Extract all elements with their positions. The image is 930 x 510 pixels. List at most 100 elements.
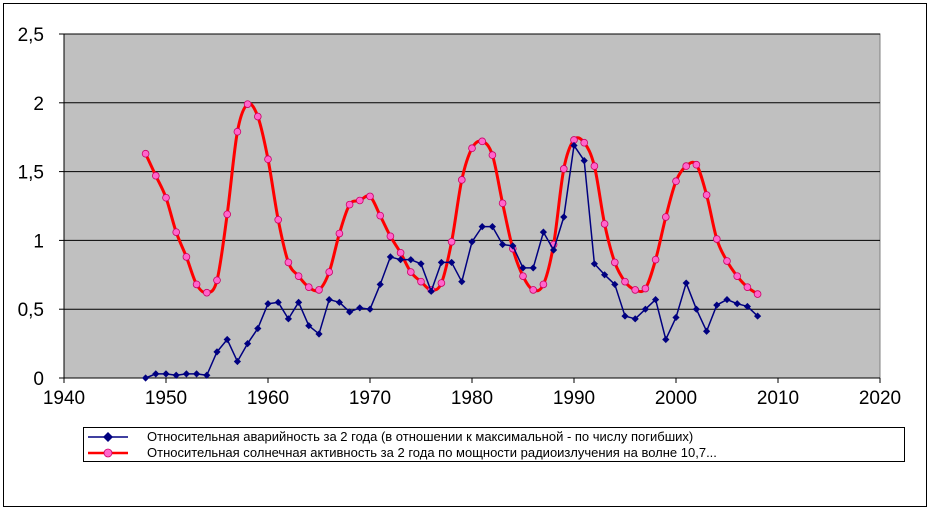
- data-point-accidents: [346, 308, 354, 316]
- data-point-solar: [406, 268, 415, 276]
- data-point-solar: [386, 232, 395, 241]
- data-point-solar: [519, 272, 527, 280]
- data-point-accidents: [417, 260, 425, 268]
- data-point-accidents: [233, 357, 241, 366]
- data-point-accidents: [376, 280, 384, 289]
- data-point-accidents: [386, 253, 394, 261]
- chart-legend: Относительная аварийность за 2 года (в о…: [83, 427, 905, 462]
- data-point-solar: [610, 258, 619, 267]
- data-point-accidents: [182, 370, 190, 378]
- data-point-accidents: [499, 240, 507, 249]
- data-point-solar: [335, 229, 344, 238]
- legend-label-solar: Относительная солнечная активность за 2 …: [147, 445, 717, 460]
- y-axis-ticks: 0 0,5 1 1,5 2 2,5: [18, 25, 64, 390]
- data-point-accidents: [662, 335, 670, 344]
- data-point-accidents: [142, 374, 150, 382]
- data-point-solar: [539, 280, 548, 289]
- data-point-accidents: [621, 312, 629, 320]
- data-point-solar: [478, 137, 487, 146]
- data-point-solar: [447, 237, 456, 246]
- data-point-accidents: [652, 295, 660, 304]
- data-point-solar: [498, 199, 507, 208]
- data-point-accidents: [356, 304, 364, 312]
- data-point-accidents: [366, 305, 374, 313]
- data-point-solar: [325, 268, 334, 276]
- y-tick-label: 1,5: [18, 163, 44, 184]
- data-point-solar: [417, 277, 425, 286]
- data-point-accidents: [601, 271, 609, 279]
- data-point-solar: [192, 280, 201, 289]
- data-point-accidents: [193, 370, 201, 378]
- data-point-accidents: [437, 258, 445, 267]
- data-point-solar: [712, 235, 721, 243]
- data-point-solar: [600, 220, 609, 228]
- legend-symbol-solar: [88, 448, 128, 458]
- plot-area: [63, 33, 881, 379]
- data-point-accidents: [519, 264, 527, 272]
- legend-entry-accidents: Относительная аварийность за 2 года (в о…: [84, 429, 904, 445]
- data-point-solar: [723, 257, 731, 265]
- data-point-accidents: [488, 223, 496, 231]
- legend-entry-solar: Относительная солнечная активность за 2 …: [84, 445, 904, 461]
- data-point-solar: [651, 255, 660, 264]
- data-point-accidents: [162, 370, 170, 378]
- data-point-solar: [457, 176, 466, 184]
- data-point-solar: [641, 284, 650, 293]
- data-point-accidents: [580, 156, 588, 165]
- data-point-accidents: [448, 258, 456, 267]
- data-point-accidents: [682, 279, 690, 287]
- data-point-accidents: [274, 298, 282, 306]
- data-point-solar: [223, 210, 232, 219]
- data-point-solar: [203, 288, 211, 297]
- x-tick-label: 2010: [757, 388, 799, 409]
- data-point-accidents: [223, 335, 231, 344]
- data-point-accidents: [325, 295, 333, 304]
- data-point-accidents: [733, 300, 741, 308]
- data-point-solar: [753, 290, 762, 298]
- data-point-accidents: [152, 370, 160, 378]
- data-point-accidents: [611, 280, 619, 289]
- y-tick-label: 1: [33, 231, 44, 252]
- data-point-accidents: [560, 213, 568, 221]
- data-point-solar: [213, 276, 221, 285]
- data-point-accidents: [254, 324, 262, 333]
- data-point-accidents: [590, 260, 598, 268]
- data-point-accidents: [713, 301, 721, 309]
- data-point-solar: [590, 162, 599, 170]
- data-point-solar: [152, 171, 160, 180]
- data-point-solar: [743, 283, 752, 291]
- data-point-accidents: [397, 256, 405, 264]
- x-tick-label: 1940: [43, 388, 85, 409]
- x-tick-label: 1950: [145, 388, 187, 409]
- data-point-accidents: [509, 242, 517, 250]
- data-point-solar: [243, 100, 252, 108]
- data-point-accidents: [244, 340, 252, 348]
- data-point-solar: [631, 286, 639, 294]
- data-point-accidents: [692, 305, 700, 313]
- data-point-accidents: [468, 238, 476, 246]
- x-tick-label: 2000: [655, 388, 697, 409]
- data-point-accidents: [550, 246, 558, 254]
- data-point-solar: [304, 283, 313, 291]
- x-tick-label: 2020: [859, 388, 901, 409]
- data-point-solar: [294, 272, 303, 280]
- data-point-accidents: [478, 223, 486, 231]
- data-point-solar: [182, 253, 191, 261]
- data-point-accidents: [284, 315, 292, 323]
- data-point-accidents: [743, 302, 751, 311]
- x-tick-label: 1980: [451, 388, 493, 409]
- data-point-solar: [141, 149, 150, 158]
- data-point-accidents: [641, 305, 649, 313]
- data-point-accidents: [315, 330, 323, 338]
- data-point-solar: [274, 215, 283, 224]
- data-point-solar: [315, 286, 323, 294]
- data-point-solar: [284, 258, 293, 267]
- data-point-solar: [345, 200, 354, 209]
- data-point-solar: [733, 272, 741, 280]
- data-point-solar: [264, 155, 272, 164]
- x-tick-label: 1960: [247, 388, 289, 409]
- data-point-accidents: [264, 300, 272, 308]
- data-point-solar: [468, 144, 476, 153]
- data-point-solar: [672, 177, 680, 186]
